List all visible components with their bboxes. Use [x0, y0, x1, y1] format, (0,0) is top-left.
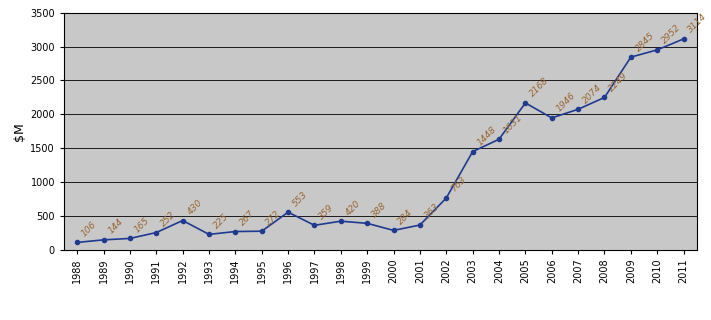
Text: 1631: 1631	[502, 112, 525, 135]
Text: 106: 106	[80, 220, 99, 238]
Text: 430: 430	[186, 198, 204, 216]
Text: 1946: 1946	[555, 91, 577, 114]
Text: 2074: 2074	[581, 83, 604, 105]
Text: 363: 363	[423, 202, 442, 221]
Text: 2249: 2249	[607, 71, 630, 93]
Text: 2845: 2845	[634, 30, 656, 53]
Text: 2952: 2952	[660, 23, 683, 46]
Text: 388: 388	[370, 201, 388, 219]
Text: 165: 165	[133, 216, 151, 234]
Text: 252: 252	[159, 210, 178, 228]
Text: 553: 553	[291, 189, 309, 208]
Text: 1448: 1448	[476, 125, 498, 148]
Text: 359: 359	[317, 203, 336, 221]
Text: 2168: 2168	[528, 76, 551, 99]
Text: 225: 225	[212, 212, 230, 230]
Text: 144: 144	[107, 217, 125, 236]
Text: 3114: 3114	[686, 12, 709, 35]
Text: 284: 284	[396, 208, 415, 226]
Text: 272: 272	[264, 208, 283, 227]
Text: 420: 420	[343, 198, 362, 217]
Text: 267: 267	[238, 209, 257, 228]
Y-axis label: $M: $M	[13, 122, 26, 140]
Text: 763: 763	[449, 175, 468, 194]
